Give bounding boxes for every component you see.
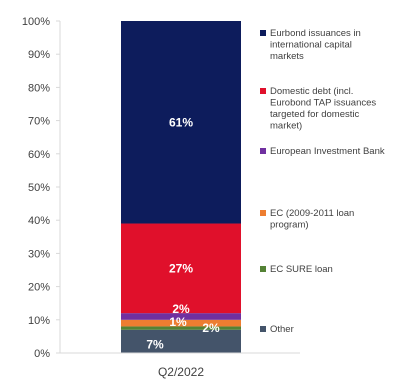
legend-swatch [260, 326, 266, 332]
x-category-label: Q2/2022 [158, 365, 204, 379]
data-label: 27% [169, 261, 193, 275]
legend-swatch [260, 30, 266, 36]
legend-label: EC (2009-2011 loan program) [270, 208, 354, 231]
y-tick-label: 10% [28, 315, 50, 327]
y-tick-label: 40% [28, 215, 50, 227]
legend-label: European Investment Bank [270, 146, 385, 157]
data-label: 2% [202, 321, 220, 335]
y-tick-label: 90% [28, 49, 50, 61]
y-tick-label: 70% [28, 116, 50, 128]
y-tick-label: 30% [28, 248, 50, 260]
legend-label: Domestic debt (incl. Eurobond TAP issuanc… [270, 86, 376, 132]
legend-label: Eurbond issuances in international capita… [270, 28, 361, 62]
bar-segment [121, 223, 241, 314]
y-tick-label: 0% [34, 348, 50, 360]
bar-segments [121, 21, 241, 353]
legend-swatch [260, 266, 266, 272]
bar-segment [121, 326, 241, 330]
bar-segment [121, 319, 241, 327]
x-axis: Q2/2022 [60, 352, 300, 379]
legend-item: Domestic debt (incl. Eurobond TAP issuanc… [260, 86, 376, 132]
y-tick-label: 60% [28, 149, 50, 161]
data-label: 2% [172, 302, 190, 316]
legend-item: Other [260, 324, 294, 335]
data-label: 61% [169, 115, 193, 129]
y-tick-label: 50% [28, 182, 50, 194]
y-tick-label: 20% [28, 282, 50, 294]
data-label: 7% [146, 337, 164, 351]
legend-label: Other [270, 324, 294, 335]
bar-segment [121, 313, 241, 320]
legend-swatch [260, 148, 266, 154]
y-axis: 0% 10% 20% 30% 40% 50% 60% 70% 80% 90% 100% [22, 16, 61, 360]
data-label: 1% [169, 315, 187, 329]
bar-segment [121, 329, 241, 353]
y-tick-label: 100% [22, 16, 50, 28]
legend-swatch [260, 88, 266, 94]
y-tick-label: 80% [28, 82, 50, 94]
bar-segment [121, 21, 241, 224]
legend-item: Eurbond issuances in international capita… [260, 28, 361, 62]
legend-item: EC SURE loan [260, 264, 333, 275]
legend-swatch [260, 210, 266, 216]
data-labels: 7% 2% 2% 27% 61% 1% [146, 115, 220, 351]
legend-label: EC SURE loan [270, 264, 333, 275]
legend-item: European Investment Bank [260, 146, 385, 157]
legend: Eurbond issuances in international capita… [260, 28, 385, 335]
legend-item: EC (2009-2011 loan program) [260, 208, 354, 231]
